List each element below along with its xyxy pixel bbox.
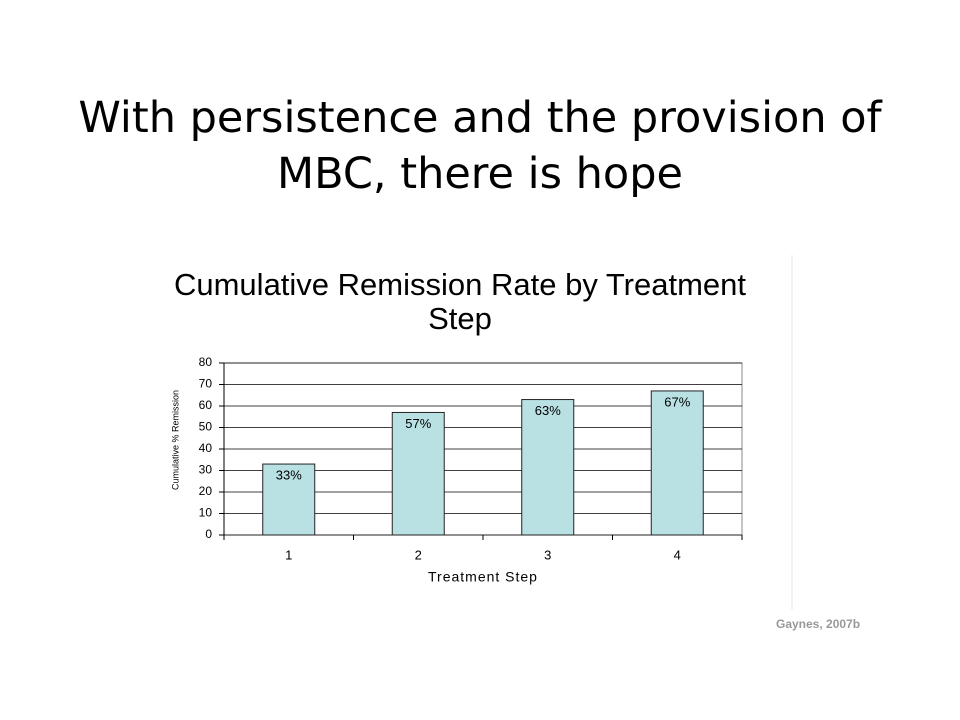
bar: [650, 390, 704, 536]
data-label: 57%: [405, 416, 431, 431]
y-tick-label: 50: [199, 420, 213, 434]
y-tick-label: 10: [199, 506, 213, 520]
bar: [262, 463, 316, 536]
y-tick-label: 40: [199, 441, 213, 455]
data-label: 67%: [664, 394, 690, 409]
y-tick-label: 30: [199, 463, 213, 477]
data-label: 63%: [535, 403, 561, 418]
y-tick-label: 0: [205, 527, 212, 541]
x-tick-label: 1: [285, 547, 292, 562]
data-label: 33%: [276, 467, 302, 482]
source: Gaynes, 2007b: [776, 617, 861, 631]
bar: [391, 411, 445, 536]
x-tick-label: 2: [415, 547, 422, 562]
y-axis-label: Cumulative % Remission: [170, 390, 180, 490]
slide-title: With persistence and the provision of MB…: [78, 93, 882, 199]
chart-title: Cumulative Remission Rate by Treatment S…: [173, 267, 746, 336]
x-tick-label: 4: [674, 547, 681, 562]
y-tick-label: 60: [199, 398, 213, 412]
y-tick-label: 80: [199, 355, 213, 369]
y-tick-label: 70: [199, 377, 213, 391]
bar: [521, 399, 575, 536]
y-tick-label: 20: [199, 484, 213, 498]
x-tick-label: 3: [544, 547, 551, 562]
x-axis-label: Treatment Step: [428, 569, 538, 585]
